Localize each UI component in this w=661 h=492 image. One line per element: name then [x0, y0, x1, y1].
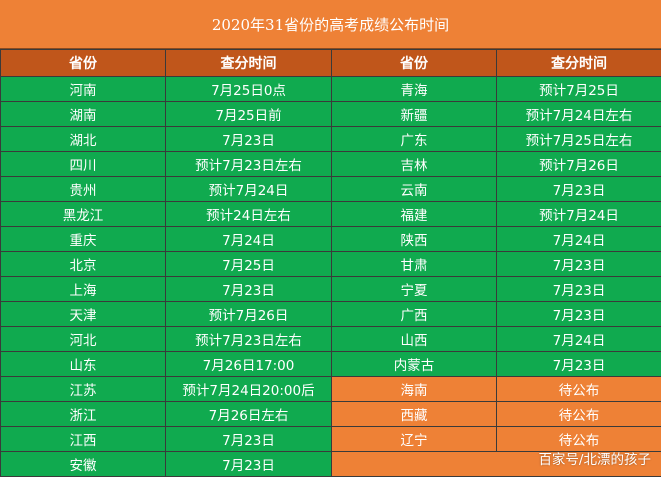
province-right-cell: 海南: [331, 376, 497, 402]
header-time-left: 查分时间: [165, 49, 332, 77]
time-left-cell: 7月24日: [165, 226, 332, 252]
time-right-cell: 待公布: [496, 426, 661, 452]
time-left-cell: 预计24日左右: [165, 201, 332, 227]
header-row: 省份 查分时间 省份 查分时间: [0, 49, 661, 77]
table-row: 上海 7月23日 宁夏 7月23日: [0, 276, 661, 302]
table-row: 安徽 7月23日 百家号/北漂的孩子: [0, 451, 661, 477]
table-row: 重庆 7月24日 陕西 7月24日: [0, 226, 661, 252]
header-province-left: 省份: [0, 49, 166, 77]
blank-cell: 百家号/北漂的孩子: [331, 451, 661, 477]
province-left-cell: 湖北: [0, 126, 166, 152]
province-right-cell: 福建: [331, 201, 497, 227]
time-left-cell: 7月25日0点: [165, 76, 332, 102]
province-left-cell: 贵州: [0, 176, 166, 202]
watermark-text: 百家号/北漂的孩子: [538, 452, 651, 469]
table-row: 天津 预计7月26日 广西 7月23日: [0, 301, 661, 327]
time-left-cell: 预计7月23日左右: [165, 151, 332, 177]
province-left-cell: 江苏: [0, 376, 166, 402]
time-right-cell: 7月23日: [496, 251, 661, 277]
province-left-cell: 河北: [0, 326, 166, 352]
province-left-cell: 黑龙江: [0, 201, 166, 227]
time-right-cell: 7月24日: [496, 226, 661, 252]
time-left-cell: 预计7月23日左右: [165, 326, 332, 352]
table-row: 浙江 7月26日左右 西藏 待公布: [0, 401, 661, 427]
province-right-cell: 宁夏: [331, 276, 497, 302]
time-left-cell: 7月25日前: [165, 101, 332, 127]
province-right-cell: 辽宁: [331, 426, 497, 452]
province-right-cell: 广西: [331, 301, 497, 327]
province-left-cell: 四川: [0, 151, 166, 177]
province-left-cell: 天津: [0, 301, 166, 327]
time-right-cell: 7月23日: [496, 301, 661, 327]
time-right-cell: 预计7月25日左右: [496, 126, 661, 152]
table-row: 河北 预计7月23日左右 山西 7月24日: [0, 326, 661, 352]
time-left-cell: 7月23日: [165, 276, 332, 302]
province-right-cell: 内蒙古: [331, 351, 497, 377]
province-left-cell: 湖南: [0, 101, 166, 127]
province-right-cell: 云南: [331, 176, 497, 202]
table-row: 江西 7月23日 辽宁 待公布: [0, 426, 661, 452]
province-left-cell: 浙江: [0, 401, 166, 427]
time-left-cell: 预计7月24日: [165, 176, 332, 202]
table-row: 贵州 预计7月24日 云南 7月23日: [0, 176, 661, 202]
table-row: 北京 7月25日 甘肃 7月23日: [0, 251, 661, 277]
time-left-cell: 7月25日: [165, 251, 332, 277]
time-left-cell: 预计7月24日20:00后: [165, 376, 332, 402]
time-left-cell: 7月23日: [165, 426, 332, 452]
time-right-cell: 预计7月26日: [496, 151, 661, 177]
time-right-cell: 待公布: [496, 376, 661, 402]
province-right-cell: 山西: [331, 326, 497, 352]
time-left-cell: 预计7月26日: [165, 301, 332, 327]
province-left-cell: 河南: [0, 76, 166, 102]
table-title: 2020年31省份的高考成绩公布时间: [0, 0, 661, 49]
time-right-cell: 预计7月24日: [496, 201, 661, 227]
time-right-cell: 7月23日: [496, 176, 661, 202]
province-left-cell: 重庆: [0, 226, 166, 252]
header-time-right: 查分时间: [496, 49, 661, 77]
table-row: 黑龙江 预计24日左右 福建 预计7月24日: [0, 201, 661, 227]
time-left-cell: 7月26日17:00: [165, 351, 332, 377]
time-left-cell: 7月26日左右: [165, 401, 332, 427]
table-row: 四川 预计7月23日左右 吉林 预计7月26日: [0, 151, 661, 177]
table-row: 河南 7月25日0点 青海 预计7月25日: [0, 76, 661, 102]
table-row: 山东 7月26日17:00 内蒙古 7月23日: [0, 351, 661, 377]
time-left-cell: 7月23日: [165, 126, 332, 152]
time-right-cell: 待公布: [496, 401, 661, 427]
province-left-cell: 江西: [0, 426, 166, 452]
province-right-cell: 甘肃: [331, 251, 497, 277]
time-right-cell: 7月24日: [496, 326, 661, 352]
time-right-cell: 7月23日: [496, 276, 661, 302]
time-left-cell: 7月23日: [165, 451, 332, 477]
province-left-cell: 安徽: [0, 451, 166, 477]
province-left-cell: 山东: [0, 351, 166, 377]
table-row: 湖南 7月25日前 新疆 预计7月24日左右: [0, 101, 661, 127]
province-right-cell: 新疆: [331, 101, 497, 127]
time-right-cell: 预计7月25日: [496, 76, 661, 102]
time-right-cell: 预计7月24日左右: [496, 101, 661, 127]
province-right-cell: 西藏: [331, 401, 497, 427]
release-time-table: 省份 查分时间 省份 查分时间 河南 7月25日0点 青海 预计7月25日 湖南 7月25…: [0, 49, 661, 477]
table-row: 湖北 7月23日 广东 预计7月25日左右: [0, 126, 661, 152]
province-right-cell: 陕西: [331, 226, 497, 252]
province-left-cell: 北京: [0, 251, 166, 277]
time-right-cell: 7月23日: [496, 351, 661, 377]
province-right-cell: 广东: [331, 126, 497, 152]
province-left-cell: 上海: [0, 276, 166, 302]
province-right-cell: 青海: [331, 76, 497, 102]
table-row: 江苏 预计7月24日20:00后 海南 待公布: [0, 376, 661, 402]
header-province-right: 省份: [331, 49, 497, 77]
province-right-cell: 吉林: [331, 151, 497, 177]
